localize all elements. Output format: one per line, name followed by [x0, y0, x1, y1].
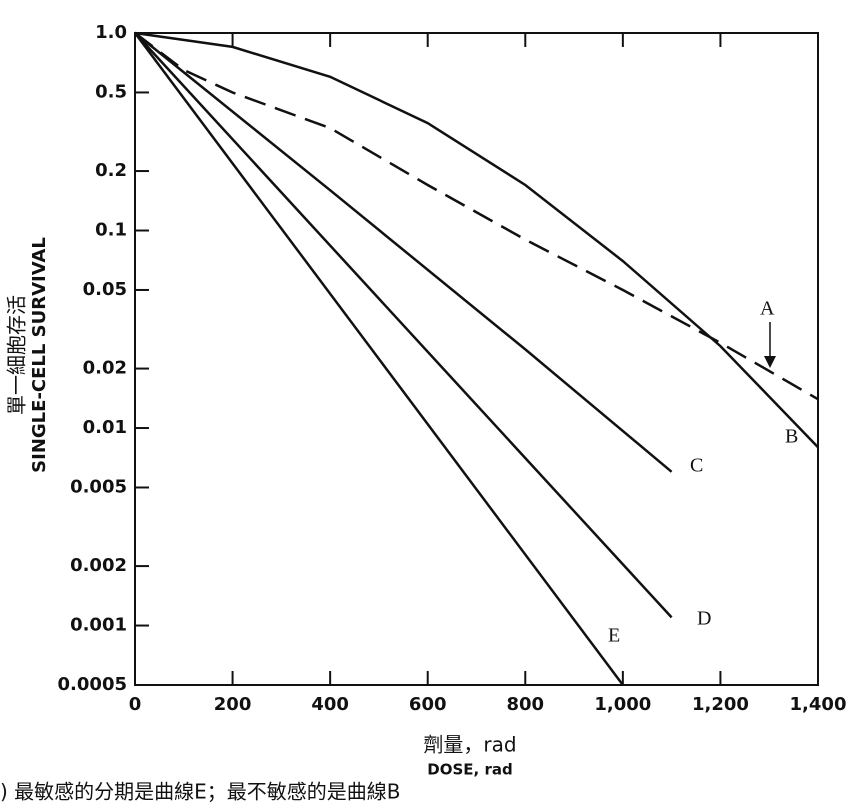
caption: ) 最敏感的分期是曲線E；最不敏感的是曲線B: [0, 780, 401, 804]
x-tick-label: 200: [214, 694, 252, 715]
x-tick-label: 1,000: [594, 694, 651, 715]
x-tick-label: 0: [129, 694, 142, 715]
series-label: A: [760, 298, 775, 320]
y-tick-label: 0.001: [70, 615, 127, 636]
x-tick-label: 400: [311, 694, 349, 715]
series-label: C: [690, 455, 703, 477]
series-label: B: [785, 426, 798, 448]
y-tick-label: 0.05: [83, 279, 127, 300]
x-tick-label: 1,400: [790, 694, 847, 715]
y-tick-label: 0.01: [83, 417, 127, 438]
x-tick-label: 1,200: [692, 694, 749, 715]
series-label: E: [608, 625, 620, 647]
series-label: D: [697, 608, 711, 630]
y-tick-label: 0.002: [70, 555, 127, 576]
y-axis-label: SINGLE-CELL SURVIVAL: [29, 237, 50, 473]
x-tick-label: 800: [506, 694, 544, 715]
series-line: [134, 32, 673, 619]
y-tick-label: 0.1: [95, 220, 127, 241]
y-tick-label: 0.02: [83, 358, 127, 379]
arrow-head: [764, 356, 776, 368]
y-tick-label: 0.5: [95, 81, 127, 102]
y-tick-label: 0.2: [95, 160, 127, 181]
series-line: [133, 32, 624, 686]
series-line: [134, 32, 673, 473]
y-tick-label: 1.0: [95, 22, 127, 43]
x-axis-label: DOSE, rad: [427, 761, 512, 779]
plot-frame: [134, 32, 819, 686]
y-tick-label: 0.005: [70, 476, 127, 497]
y-axis-label: 單一細胞存活: [5, 295, 29, 415]
series-line: [134, 32, 819, 401]
y-tick-label: 0.0005: [58, 674, 127, 695]
x-tick-label: 600: [409, 694, 447, 715]
x-axis-label: 劑量，rad: [423, 733, 516, 757]
series-line: [134, 31, 819, 449]
